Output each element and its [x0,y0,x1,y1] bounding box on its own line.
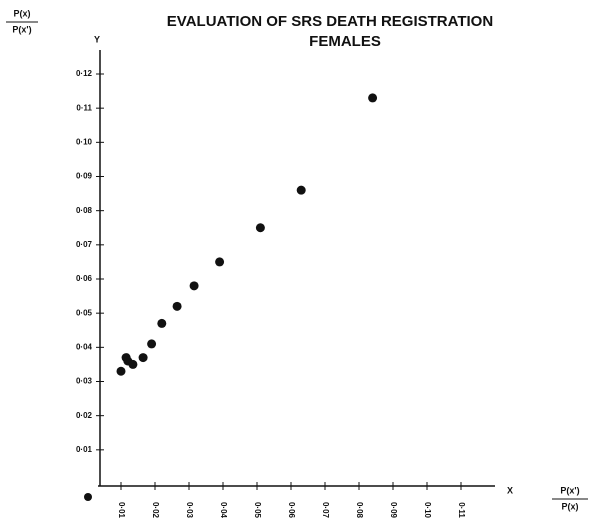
point [116,366,126,376]
y-tick-label: 0·10 [76,137,93,146]
x-tick-label: 0·02 [151,502,160,519]
point [138,353,148,363]
x-tick-label: 0·10 [423,502,432,519]
x-tick-label: 0·11 [457,502,466,518]
point [368,93,378,103]
x-label-denominator: P(x) [561,501,578,511]
y-tick-label: 0·07 [76,240,93,249]
x-tick-label: 0·04 [219,502,228,519]
x-tick-label: 0·07 [321,502,330,519]
point [255,223,265,233]
x-tick-label: 0·08 [355,502,364,519]
point [172,301,182,311]
y-tick-label: 0·02 [76,411,93,420]
chart-subtitle: FEMALES [309,33,381,50]
y-tick-label: 0·05 [76,308,93,317]
chart-title: EVALUATION OF SRS DEATH REGISTRATION [167,13,493,30]
point [215,257,225,267]
y-tick-label: 0·09 [76,172,93,181]
y-label-numerator: P(x) [13,8,30,18]
x-tick-label: 0·03 [185,502,194,519]
point [296,185,306,195]
y-tick-label: 0·11 [76,103,92,112]
point [157,318,167,328]
origin-dot [84,493,92,501]
x-tick-label: 0·01 [117,502,126,519]
y-tick-label: 0·01 [76,445,93,454]
point [128,359,138,369]
x-label-numerator: P(x') [560,485,579,495]
x-tick-label: 0·09 [389,502,398,519]
point [147,339,157,349]
y-tick-label: 0·06 [76,274,93,283]
y-label-denominator: P(x') [12,24,31,34]
y-tick-label: 0·08 [76,206,93,215]
y-tick-label: 0·03 [76,377,93,386]
y-tick-label: 0·04 [76,342,93,351]
x-tick-label: 0·05 [253,502,262,519]
y-tick-label: 0·12 [76,69,93,78]
x-tick-label: 0·06 [287,502,296,519]
x-axis-letter: X [507,485,513,495]
point [189,281,199,291]
y-axis-letter: Y [94,34,100,44]
